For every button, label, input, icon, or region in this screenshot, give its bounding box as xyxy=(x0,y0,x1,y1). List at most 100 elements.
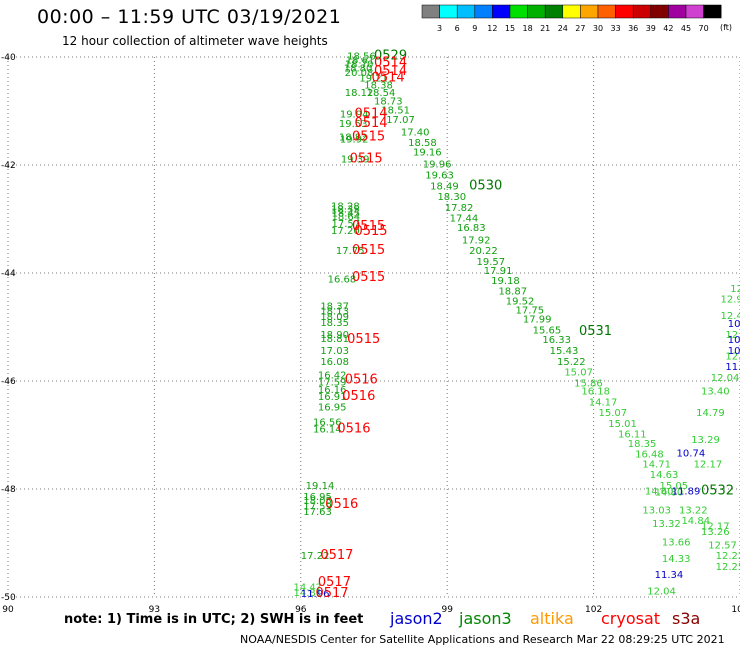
wave-height-label: 16.08 xyxy=(320,357,349,368)
wave-height-label: 14.81 xyxy=(293,588,322,599)
wave-height-label: 11.87 xyxy=(725,362,740,373)
wave-height-label: 17.75 xyxy=(516,306,545,317)
pass-label: 0517 xyxy=(318,575,351,590)
colorbar-tick-label: 12 xyxy=(487,24,497,33)
wave-height-label: 12.57 xyxy=(708,540,737,551)
wave-height-label: 19.21 xyxy=(359,73,388,84)
wave-height-label: 17.91 xyxy=(484,266,513,277)
y-tick-label: -42 xyxy=(1,161,16,171)
legend-s3a: s3a xyxy=(672,609,701,628)
wave-height-label: 13.40 xyxy=(701,387,730,398)
wave-height-label: 18.58 xyxy=(408,138,437,149)
pass-label: 0529 xyxy=(374,49,407,64)
wave-height-label: 15.01 xyxy=(608,419,637,430)
wave-height-label: 18.37 xyxy=(320,302,349,313)
wave-height-label: 12.04 xyxy=(647,586,676,597)
wave-height-label: 20.08 xyxy=(345,68,374,79)
colorbar-swatch xyxy=(509,4,528,19)
wave-height-label: 18.28 xyxy=(331,201,360,212)
wave-height-label: 19.14 xyxy=(306,481,335,492)
colorbar-swatch xyxy=(632,4,652,19)
wave-height-label: 14.84 xyxy=(681,516,710,527)
pass-label: 0514 xyxy=(372,70,405,85)
colorbar-swatch xyxy=(421,4,440,19)
wave-height-label: 19.92 xyxy=(340,134,369,145)
wave-height-label: 17.22 xyxy=(301,551,330,562)
wave-height-label: 14.17 xyxy=(589,397,618,408)
wave-height-label: 14.71 xyxy=(642,459,671,470)
pass-label: 0515 xyxy=(347,332,380,347)
pass-label: 0516 xyxy=(345,373,378,388)
wave-height-label: 17.20 xyxy=(331,226,360,237)
x-tick-label: 90 xyxy=(2,605,14,615)
colorbar-swatch xyxy=(703,4,722,19)
chart-subtitle: 12 hour collection of altimeter wave hei… xyxy=(62,34,328,48)
wave-height-label: 16.11 xyxy=(618,430,647,441)
wave-height-label: 14.33 xyxy=(662,554,691,565)
colorbar-tick-label: 42 xyxy=(663,24,673,33)
pass-label: 0514 xyxy=(374,64,407,79)
wave-height-label: 18.70 xyxy=(345,59,374,70)
wave-height-label: 12.17 xyxy=(701,522,730,533)
wave-height-label: 18.90 xyxy=(320,330,349,341)
colorbar-tick-label: 24 xyxy=(558,24,568,33)
wave-height-label: 10.50 xyxy=(728,335,740,346)
wave-height-label: 12.22 xyxy=(716,551,740,562)
wave-height-label: 12.45 xyxy=(720,311,740,322)
wave-height-label: 13.22 xyxy=(679,505,708,516)
wave-height-label: 13.66 xyxy=(662,538,691,549)
wave-height-label: 14.60 xyxy=(645,486,674,497)
wave-height-label: 18.35 xyxy=(628,439,657,450)
footer-credit: NOAA/NESDIS Center for Satellite Applica… xyxy=(240,633,725,646)
wave-height-label: 18.09 xyxy=(320,312,349,323)
wave-height-label: 15.22 xyxy=(557,357,586,368)
wave-height-label: 12.25 xyxy=(716,562,740,573)
wave-height-label: 19.63 xyxy=(425,171,454,182)
wave-height-label: 17.03 xyxy=(320,346,349,357)
wave-height-label: 18.73 xyxy=(374,97,403,108)
colorbar-swatch xyxy=(474,4,493,19)
pass-label: 0532 xyxy=(701,483,734,498)
wave-height-label: 18.30 xyxy=(437,192,466,203)
y-tick-label: -44 xyxy=(1,269,16,279)
wave-height-label: 11.34 xyxy=(655,570,684,581)
wave-height-label: 17.92 xyxy=(462,235,491,246)
wave-height-label: 16.14 xyxy=(313,424,342,435)
pass-label: 0514 xyxy=(354,106,387,121)
pass-label: 0516 xyxy=(325,497,358,512)
colorbar-tick-label: 30 xyxy=(593,24,603,33)
colorbar-swatch xyxy=(615,4,634,19)
wave-height-label: 11.89 xyxy=(672,486,701,497)
legend-jason2: jason2 xyxy=(390,609,443,628)
colorbar-tick-label: 45 xyxy=(681,24,691,33)
wave-height-label: 14.4? xyxy=(293,583,321,594)
wave-height-label: 17.40 xyxy=(401,127,430,138)
colorbar-tick-label: 6 xyxy=(455,24,460,33)
wave-height-label: 19.96 xyxy=(423,160,452,171)
wave-height-label: 19.39 xyxy=(341,154,370,165)
pass-label: 0515 xyxy=(352,270,385,285)
wave-height-label: 12.17 xyxy=(694,459,723,470)
data-labels: 18.5618.6118.7018.8020.0819.2118.3818.12… xyxy=(293,49,740,601)
colorbar-swatch xyxy=(562,4,581,19)
colorbar-swatch xyxy=(650,4,669,19)
wave-height-label: 15.65 xyxy=(533,325,562,336)
wave-height-label: 17.44 xyxy=(450,214,479,225)
wave-height-label: 17.07 xyxy=(386,115,415,126)
wave-height-label: 18.38 xyxy=(364,80,393,91)
pass-label: 0515 xyxy=(352,130,385,145)
wave-height-label: 17.59 xyxy=(303,502,332,513)
wave-height-label: 19.57 xyxy=(476,257,505,268)
wave-height-label: 17.63 xyxy=(303,507,332,518)
wave-height-label: 16.83 xyxy=(457,223,486,234)
wave-height-label: 16.95 xyxy=(303,492,332,503)
wave-height-label: 16.42 xyxy=(318,370,347,381)
pass-label: 0514 xyxy=(374,56,407,71)
wave-height-label: 16.33 xyxy=(542,335,571,346)
colorbar-tick-label: 9 xyxy=(472,24,477,33)
axis-ticks: 90 93 96 99 102 105 -40 -42 -44 -46 -48 -50 xyxy=(1,53,740,615)
y-tick-label: -50 xyxy=(1,593,16,603)
wave-height-label: 20.22 xyxy=(469,246,498,257)
wave-height-label: 15.05 xyxy=(659,481,688,492)
wave-height-label: 15.07 xyxy=(598,408,627,419)
